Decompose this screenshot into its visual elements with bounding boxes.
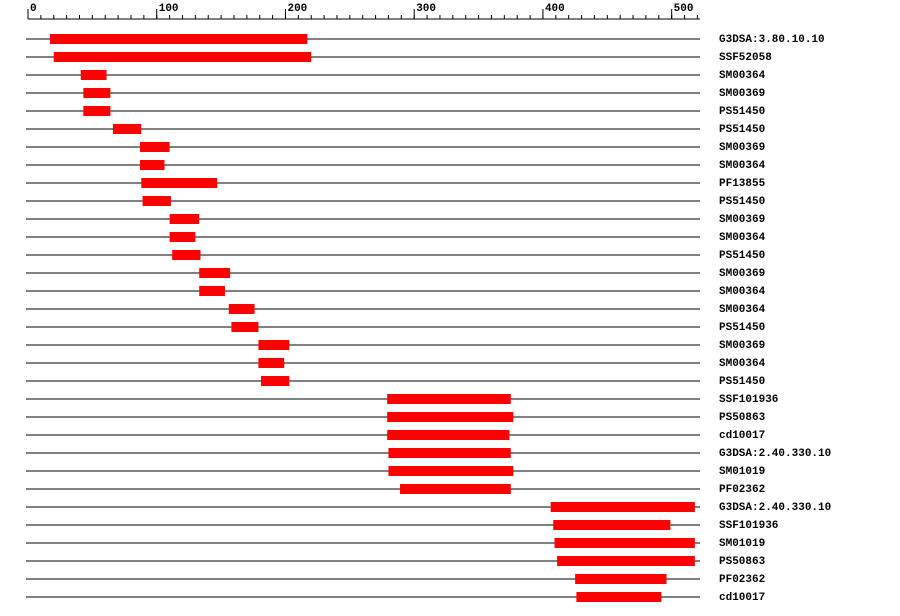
row-label: SM01019 — [719, 538, 765, 550]
domain-bar — [199, 286, 225, 296]
row-label: SM00364 — [719, 286, 766, 298]
row-label: cd10017 — [719, 592, 765, 604]
row-label: SM01019 — [719, 466, 765, 478]
row-label: SSF101936 — [719, 394, 778, 406]
domain-bar — [80, 70, 107, 80]
domain-bar — [400, 484, 511, 494]
domain-bar — [83, 106, 111, 116]
row-label: PF13855 — [719, 178, 766, 190]
row-label: SM00364 — [719, 232, 766, 244]
row-label: SSF101936 — [719, 520, 778, 532]
row-label: PS50863 — [719, 412, 766, 424]
row-label: G3DSA:2.40.330.10 — [719, 448, 831, 460]
domain-bar — [576, 592, 662, 602]
domain-bar — [387, 430, 510, 440]
domain-bar — [261, 376, 290, 386]
domain-bar — [550, 502, 695, 512]
domain-bar — [388, 448, 511, 458]
domain-bar — [83, 88, 111, 98]
row-label: SM00364 — [719, 358, 766, 370]
domain-bar — [231, 322, 259, 332]
domain-bar — [228, 304, 255, 314]
row-label: SM00369 — [719, 268, 765, 280]
domain-bar — [258, 358, 285, 368]
row-label: SM00369 — [719, 340, 765, 352]
row-label: SM00364 — [719, 160, 766, 172]
x-tick-label: 400 — [545, 3, 565, 15]
x-tick-label: 300 — [416, 3, 436, 15]
row-label: SM00369 — [719, 88, 765, 100]
row-label: SM00364 — [719, 70, 766, 82]
domain-bar — [557, 556, 695, 566]
x-tick-label: 200 — [287, 3, 307, 15]
row-label: SSF52058 — [719, 52, 772, 64]
domain-bar — [258, 340, 290, 350]
domain-bar — [169, 214, 200, 224]
row-label: PS51450 — [719, 376, 765, 388]
domain-bar — [554, 538, 695, 548]
domain-bar — [140, 160, 165, 170]
row-label: SM00369 — [719, 142, 765, 154]
domain-bar — [553, 520, 671, 530]
row-label: PS51450 — [719, 250, 765, 262]
row-label: G3DSA:2.40.330.10 — [719, 502, 831, 514]
domain-bar — [199, 268, 231, 278]
domain-bar — [169, 232, 196, 242]
domain-bar — [140, 142, 170, 152]
row-label: SM00369 — [719, 214, 765, 226]
domain-bar — [141, 178, 218, 188]
row-label: SM00364 — [719, 304, 766, 316]
row-label: cd10017 — [719, 430, 765, 442]
x-tick-label: 100 — [159, 3, 179, 15]
domain-bar — [388, 466, 514, 476]
domain-bar — [172, 250, 201, 260]
row-label: PS51450 — [719, 106, 765, 118]
domain-bar — [112, 124, 142, 134]
row-label: PS50863 — [719, 556, 766, 568]
domain-bar — [575, 574, 667, 584]
row-label: PF02362 — [719, 574, 765, 586]
domain-bar — [142, 196, 171, 206]
domain-bar — [49, 34, 308, 44]
x-tick-label: 500 — [674, 3, 694, 15]
row-label: PF02362 — [719, 484, 765, 496]
row-label: PS51450 — [719, 124, 765, 136]
row-label: PS51450 — [719, 196, 765, 208]
x-tick-label: 0 — [30, 3, 37, 15]
domain-bar — [387, 394, 511, 404]
row-label: PS51450 — [719, 322, 765, 334]
domain-bar — [53, 52, 312, 62]
domain-bar — [387, 412, 514, 422]
row-label: G3DSA:3.80.10.10 — [719, 34, 825, 46]
